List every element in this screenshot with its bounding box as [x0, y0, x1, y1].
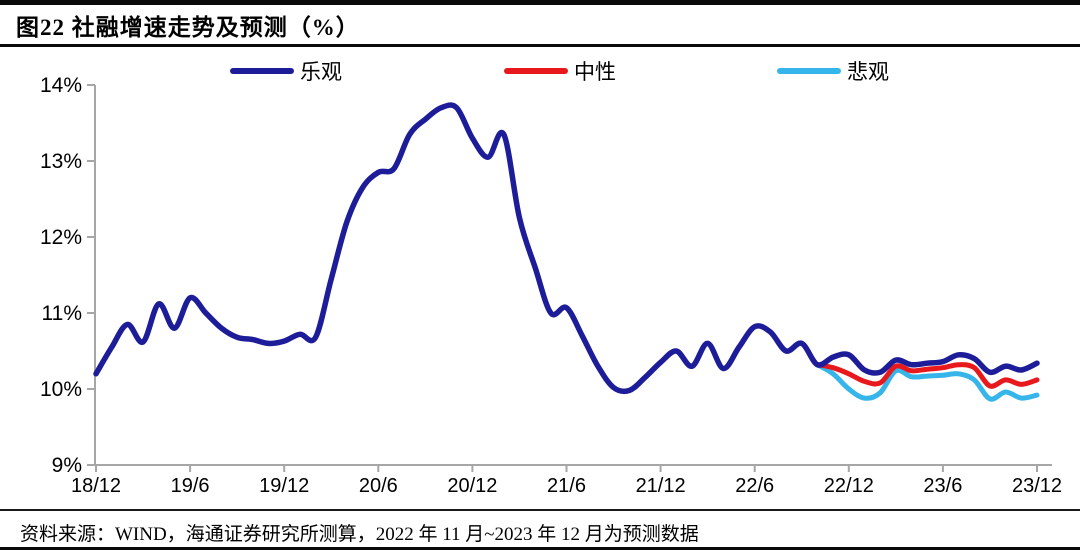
x-tick-label: 19/6	[171, 475, 210, 497]
y-tick-label: 10%	[40, 378, 82, 401]
series-line-2	[814, 362, 1040, 402]
x-tick-label: 20/12	[447, 475, 497, 497]
figure-title: 图22 社融增速走势及预测（%）	[16, 15, 360, 40]
x-tick-label: 22/6	[735, 475, 774, 497]
top-border	[0, 0, 1080, 5]
footer-divider	[0, 509, 1080, 511]
y-tick-label: 9%	[52, 454, 82, 477]
legend-label-0: 乐观	[300, 60, 342, 84]
legend-label-1: 中性	[574, 60, 616, 84]
y-tick-label: 14%	[40, 74, 82, 97]
legend-label-2: 悲观	[847, 60, 889, 84]
series-line-1	[814, 362, 1040, 389]
y-tick-label: 13%	[40, 150, 82, 173]
series-line-0	[93, 102, 1040, 395]
source-note: 资料来源：WIND，海通证券研究所测算，2022 年 11 月~2023 年 1…	[20, 524, 699, 545]
x-tick-label: 21/6	[547, 475, 586, 497]
y-tick-label: 12%	[40, 226, 82, 249]
x-tick-label: 20/6	[359, 475, 398, 497]
title-divider	[0, 44, 1080, 47]
bottom-border	[0, 547, 1080, 550]
x-tick-label: 22/12	[824, 475, 874, 497]
x-tick-label: 23/6	[923, 475, 962, 497]
x-tick-label: 23/12	[1012, 475, 1062, 497]
x-tick-label: 18/12	[71, 475, 121, 497]
x-tick-label: 21/12	[636, 475, 686, 497]
x-tick-label: 19/12	[259, 475, 309, 497]
y-tick-label: 11%	[42, 302, 82, 325]
